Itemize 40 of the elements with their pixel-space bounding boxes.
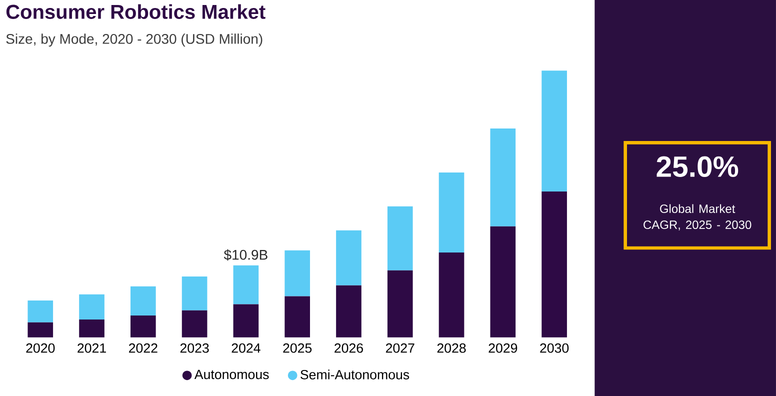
bar bbox=[28, 300, 54, 322]
bar bbox=[28, 322, 54, 338]
x-tick-label: 2027 bbox=[386, 343, 414, 353]
x-tick-label: 2022 bbox=[129, 343, 158, 353]
x-tick-label: 2020 bbox=[26, 343, 55, 353]
bar bbox=[387, 270, 413, 338]
bar bbox=[79, 294, 104, 320]
bar bbox=[182, 276, 208, 310]
bar bbox=[233, 304, 259, 338]
bar bbox=[387, 206, 413, 270]
bar bbox=[284, 296, 310, 338]
x-tick-label: 2024 bbox=[232, 343, 260, 353]
text: 25.0% bbox=[656, 156, 738, 178]
x-tick-label: 2028 bbox=[437, 343, 466, 353]
bar bbox=[130, 315, 156, 338]
bar bbox=[284, 250, 310, 296]
x-tick-label: 2029 bbox=[488, 343, 518, 353]
text: Global Market CAGR, 2025 - 2030 bbox=[644, 204, 752, 230]
bar bbox=[542, 191, 567, 338]
legend-label: Semi-Autonomous bbox=[300, 370, 410, 380]
bar bbox=[490, 128, 516, 226]
bar bbox=[182, 310, 208, 338]
bar bbox=[438, 172, 464, 253]
x-tick-label: 2021 bbox=[78, 343, 106, 353]
bar bbox=[336, 230, 362, 286]
legend-label: Autonomous bbox=[194, 370, 269, 380]
x-tick-label: 2026 bbox=[334, 343, 363, 353]
bar bbox=[490, 226, 516, 338]
bar bbox=[79, 319, 104, 338]
x-tick-label: 2025 bbox=[283, 343, 312, 353]
chart-subtitle: Size, by Mode, 2020 - 2030 (USD Million) bbox=[6, 34, 262, 47]
annotation: $10.9B bbox=[224, 249, 268, 261]
bar bbox=[130, 286, 156, 316]
chart-title: Consumer Robotics Market bbox=[6, 4, 266, 19]
x-tick-label: 2030 bbox=[540, 343, 569, 353]
x-tick-label: 2023 bbox=[180, 343, 209, 353]
bar bbox=[438, 252, 464, 338]
bar bbox=[542, 70, 567, 192]
bar bbox=[336, 285, 362, 338]
bar bbox=[233, 265, 259, 304]
